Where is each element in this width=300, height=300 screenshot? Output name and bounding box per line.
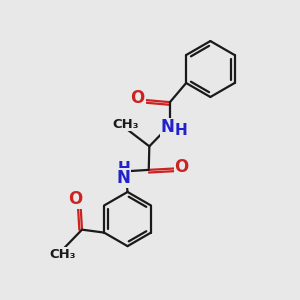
Text: H: H — [175, 123, 188, 138]
Text: N: N — [160, 118, 175, 136]
Text: O: O — [68, 190, 83, 208]
Text: O: O — [175, 158, 189, 176]
Text: N: N — [117, 169, 131, 187]
Text: H: H — [117, 161, 130, 176]
Text: CH₃: CH₃ — [50, 248, 76, 261]
Text: O: O — [130, 89, 145, 107]
Text: CH₃: CH₃ — [112, 118, 139, 131]
